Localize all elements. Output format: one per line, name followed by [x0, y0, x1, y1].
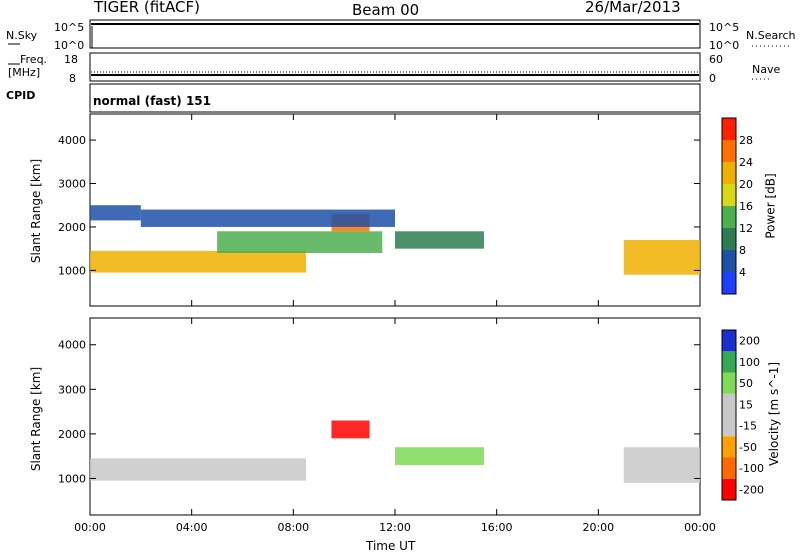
freq-label-2: [MHz] [8, 66, 41, 79]
nsky-label: N.Sky [6, 29, 38, 42]
nave-tick-bottom: 0 [709, 72, 716, 85]
nsearch-label: N.Search [746, 29, 796, 42]
power-colorbar-tick: 24 [739, 156, 753, 169]
nsky-tick-bottom: 10^0 [54, 39, 85, 52]
velocity-colorbar-segment [722, 415, 736, 437]
velocity-colorbar-tick: 200 [739, 335, 760, 348]
x-tick-label: 16:00 [481, 521, 513, 534]
power-colorbar-segment [722, 118, 736, 140]
nsearch-tick-bottom: 10^0 [709, 39, 740, 52]
power-colorbar-tick: 20 [739, 178, 753, 191]
y-tick-label: 4000 [58, 134, 86, 147]
y-tick-label: 2000 [58, 221, 86, 234]
power-colorbar-label: Power [dB] [763, 173, 778, 239]
x-tick-label: 20:00 [582, 521, 614, 534]
nsearch-tick-top: 10^5 [709, 21, 740, 34]
velocity-band [90, 458, 307, 481]
velocity-colorbar-segment [722, 351, 736, 373]
velocity-band [623, 447, 700, 483]
nave-label: Nave [752, 63, 781, 76]
nave-tick-top: 60 [709, 53, 723, 66]
y-tick-label: 3000 [58, 178, 86, 191]
power-colorbar-segment [722, 206, 736, 228]
velocity-colorbar-tick: 100 [739, 356, 760, 369]
freq-tick-bottom: 8 [69, 72, 76, 85]
velocity-band [331, 420, 370, 439]
power-colorbar-tick: 4 [739, 266, 746, 279]
y-tick-label: 3000 [58, 383, 86, 396]
power-colorbar-segment [722, 250, 736, 272]
y-tick-label: 1000 [58, 472, 86, 485]
velocity-colorbar-segment [722, 436, 736, 458]
velocity-colorbar-segment [722, 330, 736, 352]
power-colorbar-tick: 12 [739, 222, 753, 235]
power-colorbar-tick: 8 [739, 244, 746, 257]
x-tick-label: 00:00 [684, 521, 716, 534]
power-colorbar-segment [722, 140, 736, 162]
velocity-colorbar-tick: 15 [739, 398, 753, 411]
panel-frame [89, 317, 701, 516]
power-band [90, 205, 141, 221]
cpid-value: normal (fast) 151 [93, 94, 211, 108]
velocity-colorbar-segment [722, 457, 736, 479]
power-band [90, 250, 307, 273]
velocity-ylabel: Slant Range [km] [29, 366, 44, 472]
power-colorbar-segment [722, 228, 736, 250]
cpid-frame [89, 83, 701, 113]
velocity-colorbar-tick: -200 [739, 483, 764, 496]
velocity-colorbar-tick: -50 [739, 441, 757, 454]
velocity-colorbar-tick: -100 [739, 462, 764, 475]
velocity-colorbar-tick: -15 [739, 420, 757, 433]
velocity-band [395, 447, 484, 466]
velocity-colorbar-segment [722, 393, 736, 415]
power-band [395, 231, 484, 249]
power-colorbar-tick: 16 [739, 200, 753, 213]
power-colorbar-tick: 28 [739, 134, 753, 147]
velocity-colorbar-frame [721, 329, 737, 501]
power-colorbar-segment [722, 162, 736, 184]
nsky-frame [89, 19, 701, 49]
x-tick-label: 08:00 [277, 521, 309, 534]
x-tick-label: 12:00 [379, 521, 411, 534]
panels-layer: 1000 2000 3000 4000 4 8 12 16 20 24 28 1000 2000 3000… [58, 113, 764, 534]
power-band [140, 209, 395, 227]
nsky-tick-top: 10^5 [54, 21, 85, 34]
velocity-colorbar-segment [722, 372, 736, 394]
power-band [217, 231, 383, 254]
y-tick-label: 1000 [58, 264, 86, 277]
x-tick-label: 00:00 [74, 521, 106, 534]
cpid-label: CPID [6, 89, 36, 102]
velocity-colorbar-tick: 50 [739, 377, 753, 390]
power-colorbar-frame [721, 117, 737, 295]
power-colorbar-segment [722, 184, 736, 206]
x-tick-label: 04:00 [176, 521, 208, 534]
freq-label-1: Freq. [20, 53, 48, 66]
y-tick-label: 2000 [58, 428, 86, 441]
date-title: 26/Mar/2013 [585, 0, 681, 16]
velocity-colorbar-label: Velocity [m s^-1] [767, 361, 782, 467]
power-band [623, 239, 700, 275]
y-tick-label: 4000 [58, 339, 86, 352]
x-axis-title: Time UT [366, 539, 416, 553]
power-colorbar-segment [722, 272, 736, 294]
freq-frame [89, 52, 701, 82]
station-title: TIGER (fitACF) [94, 0, 201, 16]
velocity-colorbar-segment [722, 478, 736, 500]
beam-title: Beam 00 [352, 1, 420, 19]
power-ylabel: Slant Range [km] [29, 158, 44, 264]
freq-tick-top: 18 [64, 53, 78, 66]
